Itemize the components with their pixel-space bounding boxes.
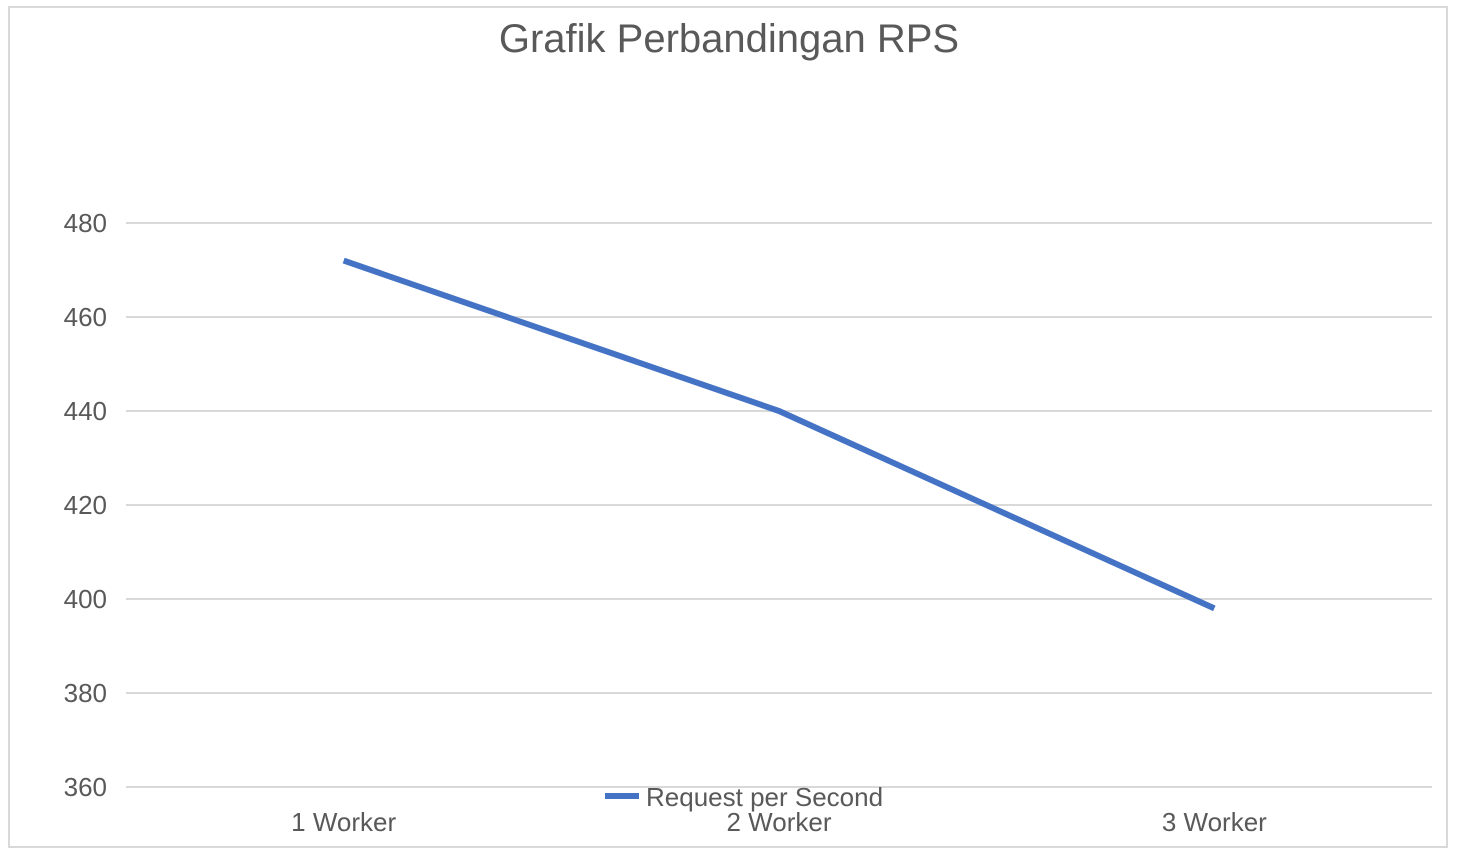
x-tick-label-1: 1 Worker: [291, 807, 396, 837]
x-tick-label-2: 2 Worker: [727, 807, 832, 837]
x-axis-tick-labels: 1 Worker 2 Worker 3 Worker: [291, 807, 1267, 837]
gridlines: [126, 222, 1432, 788]
x-tick-label-3: 3 Worker: [1162, 807, 1267, 837]
y-tick-label-420: 420: [64, 490, 107, 520]
y-tick-label-380: 380: [64, 678, 107, 708]
legend-label-request-per-second: Request per Second: [646, 782, 883, 812]
y-tick-label-440: 440: [64, 396, 107, 426]
series-line-1: [342, 257, 1216, 612]
y-tick-label-400: 400: [64, 584, 107, 614]
chart-title: Grafik Perbandingan RPS: [499, 17, 959, 61]
y-tick-label-360: 360: [64, 772, 107, 802]
series-lines: [342, 257, 1216, 612]
chart-frame: [8, 6, 1448, 848]
y-axis-tick-labels: 360 380 400 420 440 460 480: [64, 208, 107, 802]
legend: Request per Second: [605, 782, 883, 812]
y-tick-label-460: 460: [64, 302, 107, 332]
y-tick-label-480: 480: [64, 208, 107, 238]
